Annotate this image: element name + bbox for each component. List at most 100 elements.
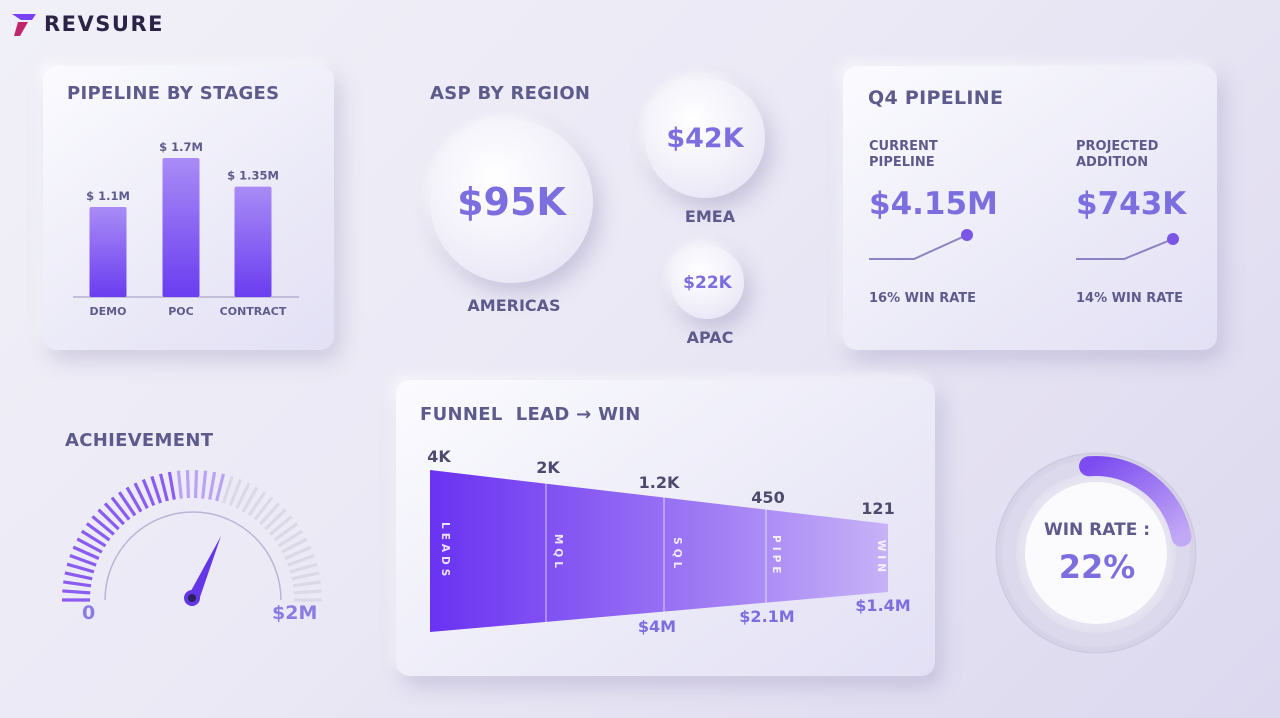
bar-category-label: POC <box>168 305 194 318</box>
bar-poc[interactable] <box>162 158 200 297</box>
gauge-tick <box>215 473 226 502</box>
gauge-tick <box>133 482 149 510</box>
funnel-stage-name: PIPE <box>770 535 782 577</box>
funnel-chart: 4K LEADS 2K MQL 1.2K SQL 450 PIPE 121 WIN $4M $2.1M… <box>427 447 910 636</box>
current-pipeline-label-line2: PIPELINE <box>869 155 935 170</box>
gauge-tick <box>273 522 299 542</box>
gauge-tick <box>228 478 243 507</box>
win-rate-label: WIN RATE : <box>1043 520 1151 540</box>
brand-name: REVSURE <box>44 12 164 36</box>
gauge-tick <box>76 537 103 554</box>
gauge-min-label: 0 <box>82 602 96 624</box>
bar-value-label: $ 1.7M <box>159 140 203 154</box>
gauge-tick <box>284 545 312 560</box>
bar-category-label: DEMO <box>90 305 127 318</box>
achievement-gauge <box>62 470 322 606</box>
gauge-tick <box>66 562 95 574</box>
gauge-tick <box>289 562 318 574</box>
q4-pipeline-card: Q4 PIPELINE CURRENT PIPELINE $4.15M 16% … <box>843 66 1217 350</box>
gauge-tick <box>72 545 100 560</box>
funnel-value-label: $4M <box>638 617 676 636</box>
funnel-stage-count: 1.2K <box>639 473 680 492</box>
emea-label: EMEA <box>684 207 736 226</box>
win-rate-progress-arc <box>1079 456 1192 547</box>
gauge-tick <box>80 529 107 548</box>
current-pipeline-label-line1: CURRENT <box>869 139 938 154</box>
achievement-title: ACHIEVEMENT <box>65 430 214 451</box>
gauge-tick <box>221 475 234 504</box>
gauge-tick <box>292 580 321 588</box>
gauge-tick <box>241 486 259 513</box>
gauge-tick <box>201 470 208 499</box>
gauge-tick <box>281 537 308 554</box>
pipeline-stage-chart: $ 1.1M DEMO $ 1.7M POC $ 1.35M CONTRACT <box>73 140 299 318</box>
americas-label: AMERICAS <box>467 296 561 315</box>
gauge-needle-hub-center <box>188 594 196 602</box>
gauge-tick <box>291 571 320 581</box>
pipeline-by-stages-title: PIPELINE BY STAGES <box>67 83 280 104</box>
gauge-tick <box>235 482 251 510</box>
emea-circle: $42K <box>645 78 765 198</box>
projected-addition-label-line2: ADDITION <box>1076 155 1149 170</box>
gauge-needle <box>186 536 221 600</box>
win-rate-value: 22% <box>1058 548 1136 586</box>
funnel-title: FUNNEL LEAD → WIN <box>420 404 641 425</box>
bar-demo[interactable] <box>89 207 127 297</box>
gauge-tick <box>259 502 281 526</box>
apac-label: APAC <box>686 328 734 347</box>
americas-value: $95K <box>457 179 566 224</box>
gauge-tick <box>293 589 322 595</box>
brand[interactable]: REVSURE <box>12 10 164 38</box>
gauge-tick <box>64 571 93 581</box>
gauge-max-label: $2M <box>272 602 318 624</box>
gauge-tick <box>193 470 199 499</box>
gauge-tick <box>253 496 274 521</box>
gauge-tick <box>150 475 163 504</box>
bar-value-label: $ 1.35M <box>227 169 279 183</box>
win-rate-ring <box>995 452 1197 654</box>
gauge-inner-arc <box>104 511 282 601</box>
gauge-tick <box>69 554 97 567</box>
funnel-stage-name: WIN <box>875 540 887 576</box>
gauge-tick <box>85 522 111 542</box>
revsure-logo-icon <box>12 14 36 36</box>
bar-value-label: $ 1.1M <box>86 189 130 203</box>
funnel-shape <box>430 470 888 632</box>
gauge-tick <box>110 496 131 521</box>
funnel-stage-name: MQL <box>552 534 564 572</box>
asp-by-region-title: ASP BY REGION <box>430 83 591 104</box>
gauge-tick <box>277 529 304 548</box>
current-pipeline-value: $4.15M <box>869 186 998 222</box>
gauge-tick <box>91 515 115 536</box>
gauge-tick <box>269 515 293 536</box>
gauge-tick <box>208 471 217 500</box>
funnel-stage-name: LEADS <box>439 522 451 580</box>
gauge-tick <box>264 508 287 531</box>
gauge-tick <box>287 554 315 567</box>
projected-addition-trend-icon <box>1076 233 1179 260</box>
projected-addition-win-rate: 14% WIN RATE <box>1076 291 1184 306</box>
bar-category-label: CONTRACT <box>220 305 287 318</box>
gauge-tick <box>125 486 143 513</box>
funnel-value-label: $2.1M <box>739 607 794 626</box>
current-pipeline-win-rate: 16% WIN RATE <box>869 291 977 306</box>
funnel-stage-count: 450 <box>751 488 784 507</box>
gauge-tick <box>176 470 183 499</box>
gauge-tick <box>158 473 169 502</box>
apac-value: $22K <box>683 272 732 293</box>
emea-value: $42K <box>666 122 744 154</box>
q4-pipeline-title: Q4 PIPELINE <box>868 87 1004 109</box>
bar-contract[interactable] <box>234 186 272 297</box>
projected-addition-value: $743K <box>1076 186 1187 222</box>
win-rate-ring-inner <box>1023 480 1169 626</box>
gauge-tick <box>62 589 91 595</box>
gauge-tick <box>63 580 92 588</box>
gauge-tick <box>141 478 156 507</box>
funnel-stage-count: 121 <box>861 499 894 518</box>
gauge-tick <box>247 491 267 517</box>
funnel-stage-name: SQL <box>671 537 683 572</box>
projected-addition-label-line1: PROJECTED <box>1076 139 1159 154</box>
gauge-tick <box>97 508 120 531</box>
funnel-stage-count: 4K <box>427 447 451 466</box>
pipeline-by-stages-card: PIPELINE BY STAGES $ 1.1M DEMO $ 1.7M POC $ … <box>43 66 334 350</box>
